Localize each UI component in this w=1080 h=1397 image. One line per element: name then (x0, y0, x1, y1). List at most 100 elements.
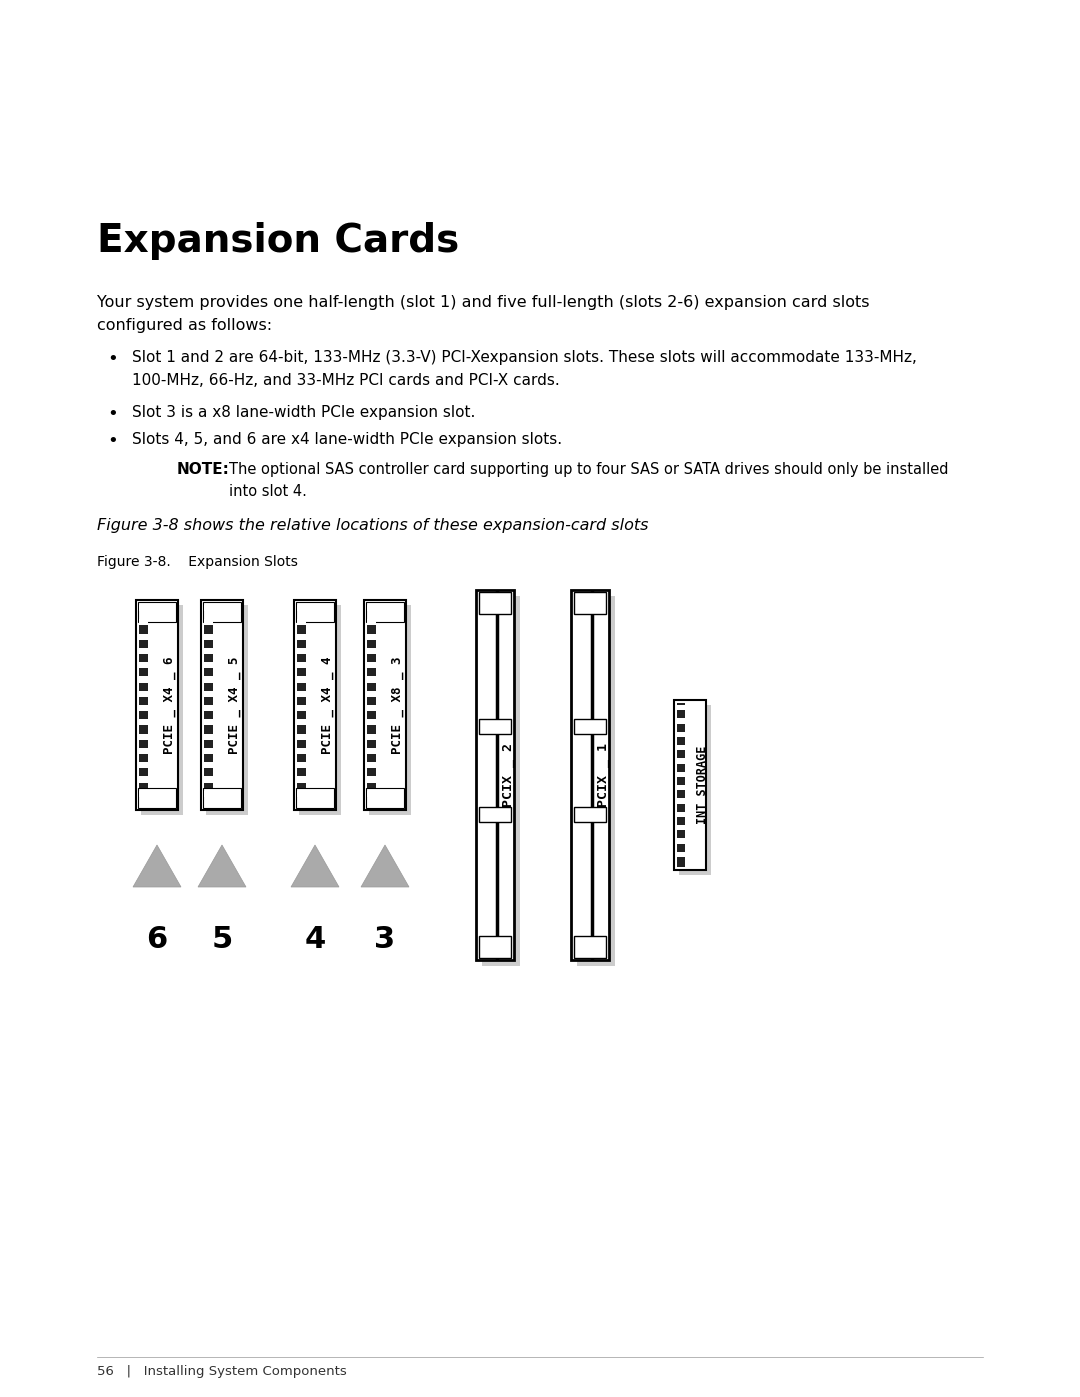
Bar (297, 791, 306, 796)
Bar (367, 733, 376, 739)
Text: Your system provides one half-length (slot 1) and five full-length (slots 2-6) e: Your system provides one half-length (sl… (97, 295, 869, 310)
Bar (139, 690, 148, 697)
Bar (139, 605, 148, 610)
Bar (204, 747, 213, 754)
Bar (139, 791, 148, 796)
Bar (136, 599, 178, 810)
Bar (366, 602, 404, 622)
Bar (364, 599, 406, 810)
Bar (204, 690, 213, 697)
Bar (677, 732, 685, 738)
Bar (204, 662, 213, 668)
Text: 3: 3 (375, 925, 395, 954)
Bar (573, 592, 606, 615)
Bar (296, 602, 334, 622)
Text: 100-MHz, 66-Hz, and 33-MHz PCI cards and PCI-X cards.: 100-MHz, 66-Hz, and 33-MHz PCI cards and… (132, 373, 559, 388)
Bar (204, 648, 213, 654)
Bar (480, 592, 511, 615)
Bar (367, 634, 376, 640)
Bar (204, 634, 213, 640)
Bar (367, 690, 376, 697)
Text: NOTE:: NOTE: (177, 462, 230, 476)
Bar (476, 590, 514, 960)
Bar (297, 604, 306, 807)
Bar (297, 719, 306, 725)
Bar (204, 676, 213, 683)
Bar (204, 763, 213, 768)
Bar (204, 777, 213, 782)
Bar (299, 605, 341, 814)
Polygon shape (198, 845, 246, 887)
Text: Figure 3-8 shows the relative locations of these expansion-card slots: Figure 3-8 shows the relative locations … (97, 518, 648, 534)
Bar (480, 936, 511, 958)
Bar (204, 733, 213, 739)
Bar (367, 605, 376, 610)
Bar (677, 703, 685, 868)
Bar (139, 619, 148, 626)
Text: PCIE _ X8 _ 3: PCIE _ X8 _ 3 (391, 657, 404, 754)
Bar (139, 733, 148, 739)
Bar (367, 676, 376, 683)
Bar (204, 705, 213, 711)
Bar (677, 838, 685, 844)
Bar (297, 705, 306, 711)
Bar (677, 745, 685, 750)
Bar (297, 634, 306, 640)
Bar (139, 648, 148, 654)
Text: 56   |   Installing System Components: 56 | Installing System Components (97, 1365, 347, 1377)
Bar (367, 791, 376, 796)
Bar (677, 852, 685, 856)
Bar (677, 759, 685, 764)
Bar (297, 747, 306, 754)
Bar (139, 763, 148, 768)
Text: Slot 1 and 2 are 64-bit, 133-MHz (3.3-V) PCI-Xexpansion slots. These slots will : Slot 1 and 2 are 64-bit, 133-MHz (3.3-V)… (132, 351, 917, 365)
Bar (367, 719, 376, 725)
Bar (204, 719, 213, 725)
Text: •: • (107, 405, 118, 423)
Bar (138, 602, 176, 622)
Bar (367, 604, 376, 807)
Bar (139, 676, 148, 683)
Bar (139, 662, 148, 668)
Bar (573, 936, 606, 958)
Bar (204, 791, 213, 796)
Polygon shape (133, 845, 181, 887)
Bar (139, 705, 148, 711)
Bar (367, 763, 376, 768)
Bar (677, 812, 685, 817)
Bar (297, 619, 306, 626)
Bar (203, 602, 241, 622)
Bar (367, 648, 376, 654)
Bar (573, 807, 606, 823)
Bar (367, 705, 376, 711)
Bar (366, 788, 404, 807)
Bar (139, 777, 148, 782)
Bar (297, 733, 306, 739)
Text: INT STORAGE: INT STORAGE (696, 746, 708, 824)
Bar (677, 705, 685, 710)
Bar (297, 648, 306, 654)
Bar (367, 747, 376, 754)
Bar (674, 700, 706, 870)
Text: PCIE _ X4 _ 6: PCIE _ X4 _ 6 (163, 657, 176, 754)
Text: Slot 3 is a x8 lane-width PCIe expansion slot.: Slot 3 is a x8 lane-width PCIe expansion… (132, 405, 475, 420)
Bar (577, 597, 615, 965)
Text: Slots 4, 5, and 6 are x4 lane-width PCIe expansion slots.: Slots 4, 5, and 6 are x4 lane-width PCIe… (132, 432, 562, 447)
Bar (139, 634, 148, 640)
Text: Expansion Cards: Expansion Cards (97, 222, 459, 260)
Bar (294, 599, 336, 810)
Text: 5: 5 (212, 925, 232, 954)
Text: PCIX _ 2: PCIX _ 2 (502, 743, 515, 807)
Text: 6: 6 (147, 925, 167, 954)
Bar (206, 605, 248, 814)
Bar (480, 718, 511, 733)
Bar (369, 605, 411, 814)
Text: •: • (107, 432, 118, 450)
Bar (482, 597, 519, 965)
Text: Figure 3-8.    Expansion Slots: Figure 3-8. Expansion Slots (97, 555, 298, 569)
Bar (297, 605, 306, 610)
Text: configured as follows:: configured as follows: (97, 319, 272, 332)
Bar (677, 826, 685, 830)
Bar (297, 662, 306, 668)
Bar (296, 788, 334, 807)
